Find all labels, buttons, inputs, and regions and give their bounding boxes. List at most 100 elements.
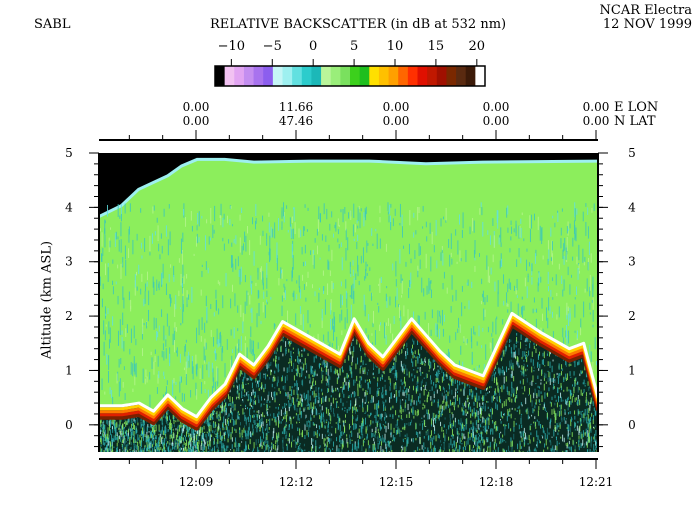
speckle	[315, 395, 317, 403]
speckle	[227, 430, 229, 435]
speckle	[587, 438, 589, 443]
speckle	[452, 376, 454, 384]
speckle	[298, 421, 300, 423]
speckle	[106, 436, 108, 439]
speckle	[157, 355, 159, 367]
speckle	[580, 318, 582, 329]
speckle	[213, 438, 215, 445]
speckle	[384, 425, 386, 427]
speckle	[410, 399, 412, 406]
speckle	[239, 432, 241, 438]
speckle	[246, 290, 248, 306]
speckle	[441, 412, 443, 415]
speckle	[474, 265, 476, 272]
speckle	[316, 410, 318, 415]
speckle	[288, 348, 290, 353]
speckle	[104, 219, 106, 235]
speckle	[230, 411, 232, 415]
speckle	[502, 369, 504, 376]
speckle	[218, 434, 220, 439]
speckle	[535, 249, 537, 257]
speckle	[462, 409, 464, 415]
speckle	[295, 359, 297, 362]
speckle	[264, 383, 266, 390]
speckle	[177, 425, 179, 428]
speckle	[508, 423, 510, 429]
speckle	[318, 447, 320, 449]
speckle	[429, 360, 431, 363]
speckle	[224, 405, 226, 408]
speckle	[511, 440, 513, 447]
speckle	[276, 255, 278, 271]
speckle	[569, 307, 571, 318]
speckle	[150, 433, 152, 439]
speckle	[189, 424, 191, 430]
speckle	[187, 442, 189, 449]
speckle	[369, 285, 371, 292]
speckle	[191, 225, 193, 232]
speckle	[419, 431, 421, 434]
speckle	[356, 220, 358, 224]
speckle	[151, 233, 153, 244]
speckle	[365, 448, 367, 452]
speckle	[128, 435, 130, 439]
colorbar-swatch	[224, 66, 235, 86]
speckle	[349, 438, 351, 445]
speckle	[281, 431, 283, 434]
speckle	[129, 438, 131, 445]
speckle	[296, 442, 298, 445]
speckle	[134, 424, 136, 430]
speckle	[510, 220, 512, 226]
speckle	[259, 443, 261, 448]
speckle	[428, 435, 430, 440]
speckle	[513, 376, 515, 382]
speckle	[516, 356, 518, 361]
speckle	[186, 290, 188, 305]
speckle	[491, 411, 493, 415]
speckle	[522, 392, 524, 395]
speckle	[227, 394, 229, 400]
speckle	[299, 393, 301, 396]
speckle	[238, 416, 240, 420]
speckle	[578, 428, 580, 436]
speckle	[550, 441, 552, 446]
speckle	[533, 366, 535, 369]
speckle	[208, 424, 210, 432]
speckle	[315, 440, 317, 446]
speckle	[474, 451, 476, 452]
speckle	[338, 448, 340, 452]
speckle	[476, 429, 478, 434]
speckle	[542, 359, 544, 366]
speckle	[100, 429, 102, 435]
speckle	[352, 406, 354, 414]
speckle	[508, 368, 510, 370]
speckle	[339, 367, 341, 373]
speckle	[350, 351, 352, 355]
speckle	[290, 417, 292, 425]
speckle	[297, 414, 299, 421]
speckle	[369, 444, 371, 449]
speckle	[456, 261, 458, 264]
speckle	[219, 440, 221, 444]
speckle	[580, 411, 582, 415]
speckle	[554, 417, 556, 424]
speckle	[299, 359, 301, 363]
speckle	[118, 424, 120, 429]
speckle	[132, 451, 134, 452]
speckle	[108, 443, 110, 447]
speckle	[445, 393, 447, 399]
speckle	[549, 351, 551, 357]
speckle	[515, 340, 517, 344]
speckle	[303, 226, 305, 231]
speckle	[103, 420, 105, 423]
speckle	[340, 367, 342, 369]
speckle	[238, 443, 240, 447]
colorbar-swatch	[369, 66, 380, 86]
speckle	[404, 376, 406, 384]
speckle	[595, 439, 597, 444]
speckle	[151, 357, 153, 370]
speckle	[318, 206, 320, 220]
speckle	[405, 390, 407, 394]
speckle	[185, 446, 187, 451]
speckle	[406, 348, 408, 353]
